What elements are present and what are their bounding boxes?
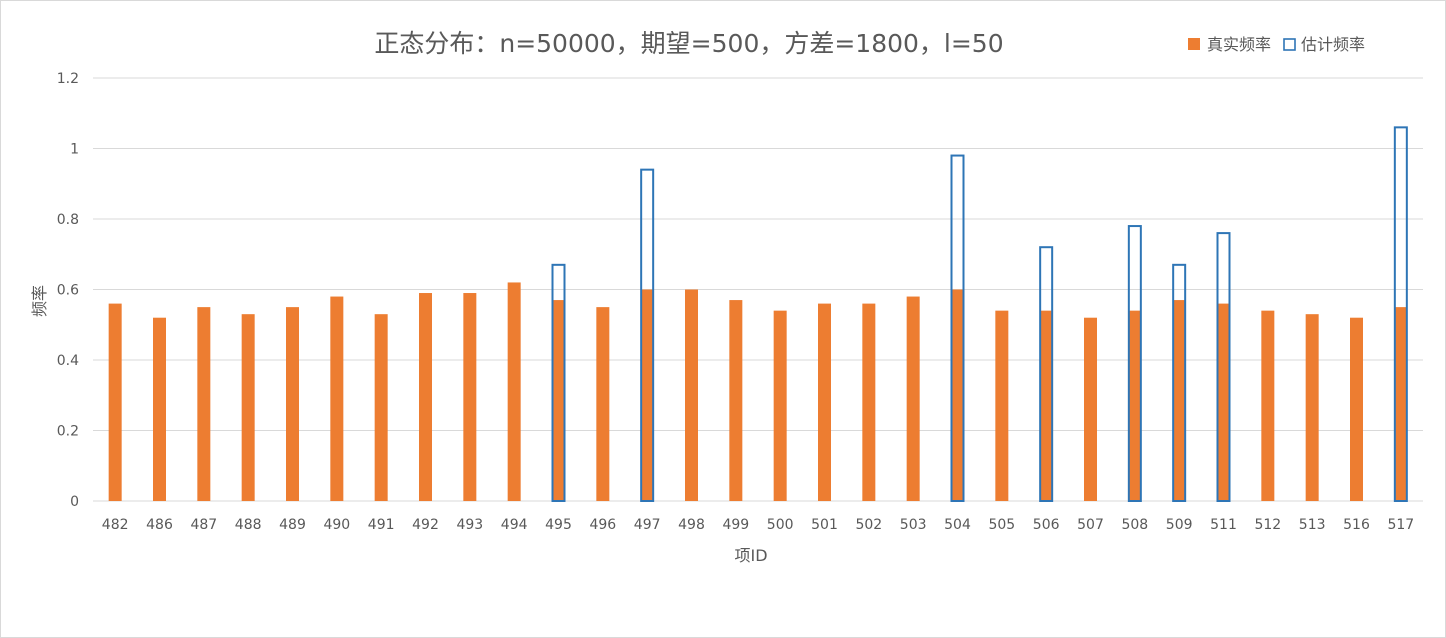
legend-swatch-estimated-frequency bbox=[1283, 38, 1296, 51]
bar-true-frequency-503 bbox=[906, 296, 920, 501]
y-tick-label: 1 bbox=[70, 142, 79, 158]
x-tick-label: 505 bbox=[988, 517, 1015, 533]
bar-true-frequency-509 bbox=[1172, 300, 1186, 501]
x-tick-label: 482 bbox=[102, 517, 129, 533]
x-tick-label: 496 bbox=[589, 517, 616, 533]
x-tick-label: 486 bbox=[146, 517, 173, 533]
bar-true-frequency-486 bbox=[153, 317, 166, 501]
bar-true-frequency-505 bbox=[995, 310, 1009, 501]
bar-true-frequency-494 bbox=[507, 282, 521, 501]
y-tick-label: 0.4 bbox=[57, 353, 79, 369]
bar-true-frequency-508 bbox=[1128, 310, 1142, 501]
legend-label-estimated-frequency: 估计频率 bbox=[1301, 35, 1365, 54]
bar-estimated-frequency-517 bbox=[1393, 126, 1408, 502]
y-tick-label: 0.6 bbox=[57, 283, 79, 299]
y-tick-label: 0 bbox=[70, 494, 79, 510]
bar-true-frequency-501 bbox=[818, 303, 831, 501]
x-tick-label: 495 bbox=[545, 517, 572, 533]
x-tick-label: 501 bbox=[811, 517, 838, 533]
x-tick-label: 511 bbox=[1210, 517, 1237, 533]
bar-true-frequency-500 bbox=[773, 310, 787, 501]
x-tick-label: 512 bbox=[1254, 517, 1281, 533]
legend: 真实频率 估计频率 bbox=[1188, 35, 1365, 54]
x-tick-label: 509 bbox=[1166, 517, 1193, 533]
y-axis-title: 频率 bbox=[30, 285, 49, 317]
x-tick-label: 497 bbox=[634, 517, 661, 533]
x-tick-label: 508 bbox=[1121, 517, 1148, 533]
x-tick-label: 513 bbox=[1299, 517, 1326, 533]
bar-true-frequency-487 bbox=[197, 307, 211, 501]
bar-true-frequency-492 bbox=[419, 293, 432, 501]
x-tick-label: 489 bbox=[279, 517, 306, 533]
y-tick-label: 1.2 bbox=[57, 71, 79, 87]
x-tick-label: 507 bbox=[1077, 517, 1104, 533]
bar-true-frequency-512 bbox=[1261, 310, 1275, 501]
bar-estimated-frequency-508 bbox=[1127, 225, 1142, 503]
x-axis-title: 项ID bbox=[734, 546, 767, 565]
x-tick-label: 500 bbox=[767, 517, 794, 533]
bar-true-frequency-482 bbox=[108, 303, 122, 501]
bar-true-frequency-490 bbox=[330, 296, 344, 501]
gridlines bbox=[93, 77, 1423, 502]
x-tick-label: 504 bbox=[944, 517, 971, 533]
x-tick-label: 516 bbox=[1343, 517, 1370, 533]
bar-true-frequency-489 bbox=[286, 307, 299, 501]
bar-estimated-frequency-504 bbox=[950, 154, 965, 503]
y-axis-ticks: 0 0.2 0.4 0.6 0.8 1 1.2 bbox=[57, 71, 79, 510]
bar-true-frequency-502 bbox=[862, 303, 876, 501]
bar-true-frequency-488 bbox=[241, 314, 255, 501]
x-tick-label: 487 bbox=[190, 517, 217, 533]
x-tick-label: 488 bbox=[235, 517, 262, 533]
bar-estimated-frequency-506 bbox=[1039, 246, 1054, 502]
bar-true-frequency-499 bbox=[729, 300, 743, 501]
bars bbox=[108, 126, 1408, 503]
y-tick-label: 0.2 bbox=[57, 424, 79, 440]
x-tick-label: 493 bbox=[456, 517, 483, 533]
x-tick-label: 499 bbox=[722, 517, 749, 533]
bar-estimated-frequency-511 bbox=[1216, 232, 1231, 502]
bar-true-frequency-506 bbox=[1039, 310, 1053, 501]
x-tick-label: 491 bbox=[368, 517, 395, 533]
bar-true-frequency-507 bbox=[1084, 317, 1097, 501]
bar-true-frequency-497 bbox=[640, 289, 654, 501]
x-tick-label: 506 bbox=[1033, 517, 1060, 533]
x-tick-label: 502 bbox=[855, 517, 882, 533]
legend-label-true-frequency: 真实频率 bbox=[1207, 35, 1271, 54]
chart-title: 正态分布：n=50000，期望=500，方差=1800，l=50 bbox=[374, 29, 1003, 58]
bar-estimated-frequency-495 bbox=[551, 263, 566, 503]
bar-true-frequency-511 bbox=[1217, 303, 1230, 501]
x-tick-label: 503 bbox=[900, 517, 927, 533]
bar-true-frequency-513 bbox=[1305, 314, 1319, 501]
bar-true-frequency-498 bbox=[685, 289, 698, 501]
y-tick-label: 0.8 bbox=[57, 212, 79, 228]
bar-true-frequency-517 bbox=[1394, 307, 1408, 501]
legend-swatch-true-frequency bbox=[1188, 38, 1200, 50]
x-tick-label: 492 bbox=[412, 517, 439, 533]
bar-estimated-frequency-509 bbox=[1172, 263, 1187, 503]
bar-true-frequency-516 bbox=[1350, 317, 1363, 501]
bar-true-frequency-495 bbox=[552, 300, 565, 501]
x-tick-label: 498 bbox=[678, 517, 705, 533]
bar-true-frequency-504 bbox=[951, 289, 964, 501]
bar-true-frequency-491 bbox=[374, 314, 388, 501]
x-tick-label: 490 bbox=[323, 517, 350, 533]
x-tick-label: 517 bbox=[1387, 517, 1414, 533]
bar-estimated-frequency-497 bbox=[640, 168, 655, 502]
x-tick-label: 494 bbox=[501, 517, 528, 533]
x-axis-ticks: 482 486 487 488 489 490 491 492 493 494 495 496 497 4… bbox=[102, 517, 1414, 533]
bar-true-frequency-496 bbox=[596, 307, 610, 501]
bar-true-frequency-493 bbox=[463, 293, 477, 501]
